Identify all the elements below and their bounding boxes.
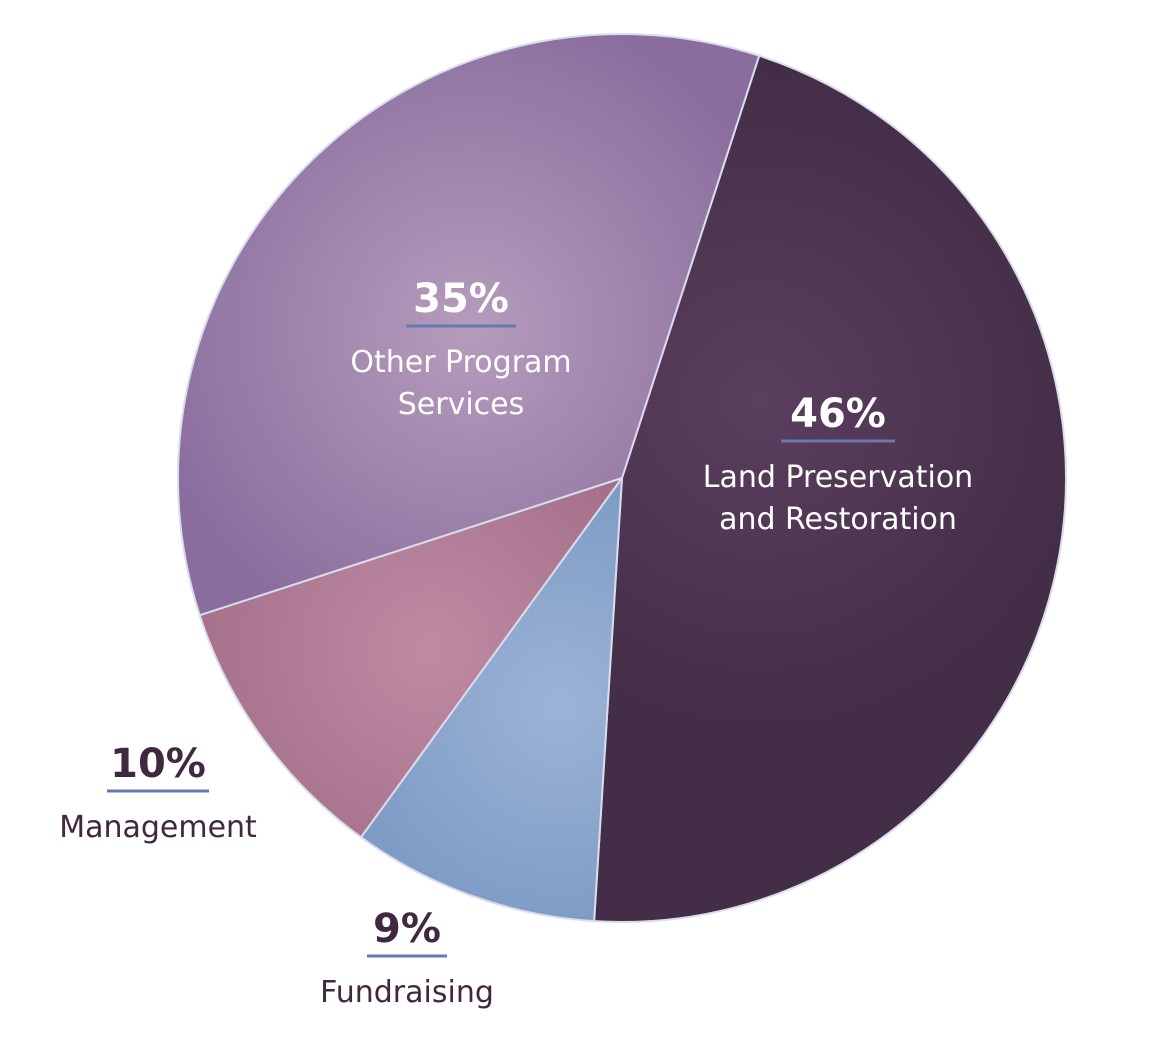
- slice-percent-land: 46%: [790, 391, 886, 437]
- pie-slice-land: [593, 54, 1067, 923]
- slice-label-fundraising: 9% Fundraising: [320, 906, 494, 1010]
- slice-category-management-line-1: Management: [59, 810, 257, 845]
- pie-slice-management: [198, 477, 623, 839]
- slice-category-land-line-1: Land Preservation: [703, 460, 973, 495]
- pie-labels: 46% Land Preservation and Restoration 9% Fun…: [59, 276, 973, 1010]
- pie-slice-fundraising: [360, 477, 623, 923]
- slice-percent-other: 35%: [413, 276, 509, 322]
- slice-label-land: 46% Land Preservation and Restoration: [703, 391, 973, 537]
- slice-percent-management: 10%: [110, 741, 206, 787]
- pie-slices: [177, 33, 1067, 923]
- slice-label-management: 10% Management: [59, 741, 257, 845]
- slice-category-other-line-1: Other Program: [350, 345, 571, 380]
- slice-category-fundraising-line-1: Fundraising: [320, 975, 494, 1010]
- slice-label-other: 35% Other Program Services: [350, 276, 571, 422]
- slice-category-other-line-2: Services: [398, 387, 525, 422]
- slice-category-land-line-2: and Restoration: [719, 502, 957, 537]
- slice-percent-fundraising: 9%: [373, 906, 441, 952]
